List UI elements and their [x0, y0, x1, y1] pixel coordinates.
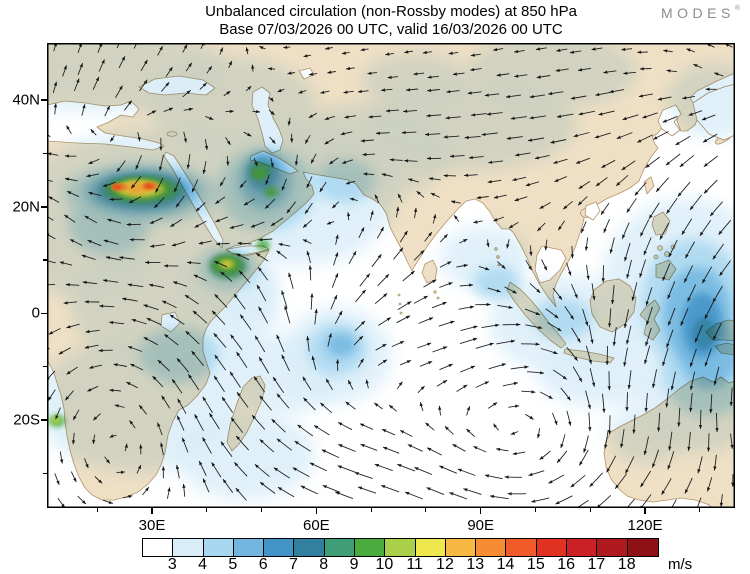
lon-label-90E: 90E	[467, 517, 495, 534]
colorbar-cell	[445, 539, 477, 556]
colorbar-tick-label: 9	[349, 556, 359, 573]
lon-minor-tick	[699, 508, 701, 512]
registered-mark: ®	[734, 5, 740, 12]
colorbar-tick-label: 3	[167, 556, 177, 573]
colorbar-cell	[536, 539, 567, 556]
weather-map	[47, 43, 735, 508]
colorbar	[142, 538, 659, 557]
chart-title: Unbalanced circulation (non-Rossby modes…	[47, 3, 735, 39]
colorbar-tick-label: 8	[319, 556, 329, 573]
lat-label-20S: 20S	[13, 411, 40, 429]
lat-label-0: 0	[31, 304, 40, 322]
lat-minor-tick	[43, 366, 47, 368]
lat-tick	[41, 205, 47, 208]
modes-logo: MODES®	[660, 5, 740, 21]
colorbar-tick-label: 18	[617, 556, 636, 573]
colorbar-tick-label: 11	[406, 556, 423, 573]
colorbar-cell	[264, 539, 295, 556]
lon-minor-tick	[425, 508, 427, 512]
colorbar-tick-label: 6	[258, 556, 268, 573]
colorbar-cell	[143, 539, 174, 556]
colorbar-tick-label: 10	[375, 556, 394, 573]
colorbar-unit: m/s	[668, 556, 693, 573]
lon-minor-tick	[370, 508, 372, 512]
lat-minor-tick	[43, 259, 47, 261]
colorbar-tick-label: 5	[228, 556, 238, 573]
colorbar-tick-label: 13	[466, 556, 485, 573]
lon-tick	[644, 508, 646, 514]
title-line-2: Base 07/03/2026 00 UTC, valid 16/03/2026…	[219, 21, 563, 38]
lon-minor-tick	[534, 508, 537, 512]
colorbar-cell	[566, 539, 598, 556]
lon-tick	[479, 508, 482, 514]
lon-tick	[151, 508, 153, 514]
colorbar-tick-label: 4	[198, 556, 208, 573]
colorbar-cell	[173, 539, 204, 556]
colorbar-cell	[385, 539, 416, 556]
colorbar-cell	[233, 539, 265, 556]
colorbar-cell	[294, 539, 325, 556]
lon-minor-tick	[96, 508, 98, 512]
lat-tick	[41, 312, 47, 315]
lon-tick	[315, 508, 318, 514]
colorbar-tick-label: 14	[496, 556, 515, 573]
lon-label-120E: 120E	[627, 517, 663, 534]
colorbar-tick-label: 12	[436, 556, 454, 573]
lon-minor-tick	[260, 508, 263, 512]
lat-tick	[41, 99, 47, 101]
colorbar-cell	[627, 539, 658, 556]
colorbar-cell	[354, 539, 386, 556]
colorbar-cell	[203, 539, 234, 556]
lat-label-40N: 40N	[12, 91, 40, 109]
title-line-1: Unbalanced circulation (non-Rossby modes…	[205, 3, 577, 20]
colorbar-tick-label: 7	[289, 556, 298, 573]
colorbar-cell	[597, 539, 628, 556]
colorbar-cell	[476, 539, 507, 556]
colorbar-cell	[415, 539, 446, 556]
colorbar-cell	[506, 539, 537, 556]
lat-label-20N: 20N	[12, 198, 40, 216]
lat-tick	[41, 419, 47, 421]
lat-minor-tick	[43, 152, 47, 154]
colorbar-tick-label: 16	[557, 556, 576, 573]
colorbar-cell	[324, 539, 355, 556]
lat-minor-tick	[43, 472, 47, 474]
colorbar-tick-label: 17	[587, 556, 606, 573]
lon-minor-tick	[589, 508, 591, 512]
map-canvas	[47, 43, 735, 508]
lon-label-30E: 30E	[138, 517, 166, 534]
colorbar-tick-label: 15	[526, 556, 545, 573]
lon-label-60E: 60E	[302, 517, 330, 534]
lon-minor-tick	[206, 508, 208, 512]
